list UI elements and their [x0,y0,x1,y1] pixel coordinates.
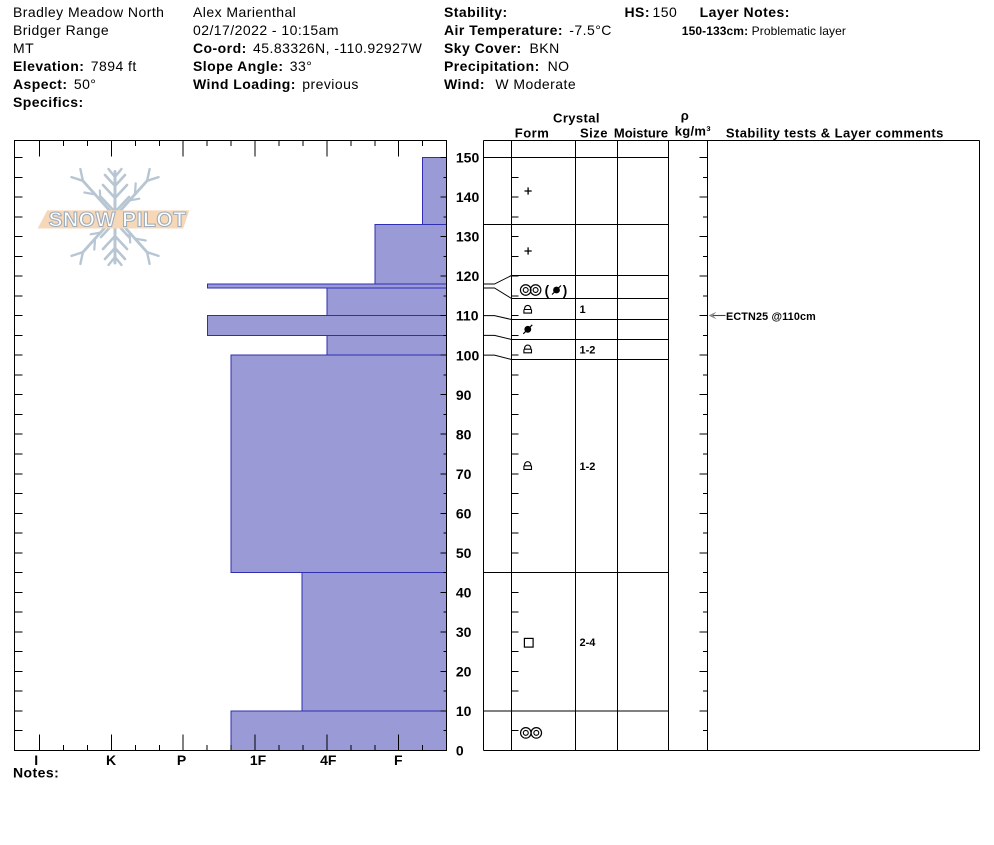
svg-text:120: 120 [456,268,480,284]
svg-text:Slope Angle: 33°: Slope Angle: 33° [193,58,312,74]
svg-text:F: F [394,752,403,768]
svg-text:Precipitation: NO: Precipitation: NO [444,58,570,74]
svg-text:MT: MT [13,40,34,56]
svg-text:40: 40 [456,584,472,600]
svg-text:Crystal: Crystal [553,110,600,125]
svg-text:Bridger Range: Bridger Range [13,22,109,38]
svg-text:0: 0 [456,743,464,759]
svg-text:Notes:: Notes: [13,765,59,781]
svg-text:1: 1 [580,304,586,316]
svg-text:Alex Marienthal: Alex Marienthal [193,4,296,20]
svg-text:HS: 150: HS: 150 [625,4,678,20]
svg-text:110: 110 [456,308,479,324]
svg-text:1F: 1F [250,752,267,768]
svg-text:4F: 4F [320,752,337,768]
svg-text:90: 90 [456,387,472,403]
svg-text:150-133cm: Problematic layer: 150-133cm: Problematic layer [682,24,846,38]
svg-text:kg/m³: kg/m³ [675,123,712,138]
svg-text:K: K [106,752,116,768]
svg-text:1-2: 1-2 [580,461,596,473]
svg-text:70: 70 [456,466,472,482]
svg-text:Co-ord: 45.83326N, -110.92927W: Co-ord: 45.83326N, -110.92927W [193,40,423,56]
svg-text:Moisture: Moisture [614,126,668,141]
svg-text:Size: Size [580,126,608,141]
svg-text:Stability tests & Layer commen: Stability tests & Layer comments [726,126,944,141]
svg-text:(: ( [545,283,550,298]
svg-text:1-2: 1-2 [580,345,596,357]
svg-text:Stability:: Stability: [444,4,508,20]
svg-text:100: 100 [456,347,480,363]
svg-text:02/17/2022 - 10:15am: 02/17/2022 - 10:15am [193,22,339,38]
svg-text:P: P [177,752,186,768]
svg-text:SNOW PILOT: SNOW PILOT [49,209,187,232]
svg-text:Air Temperature: -7.5°C: Air Temperature: -7.5°C [444,22,612,38]
svg-text:Wind: W Moderate: Wind: W Moderate [444,76,576,92]
svg-text:Specifics:: Specifics: [13,94,84,110]
svg-text:Layer Notes:: Layer Notes: [700,4,790,20]
svg-text:2-4: 2-4 [580,637,597,649]
svg-text:Form: Form [515,126,550,141]
svg-text:ECTN25 @110cm: ECTN25 @110cm [726,311,816,323]
svg-text:Bradley Meadow North: Bradley Meadow North [13,4,164,20]
svg-text:20: 20 [456,664,472,680]
svg-text:60: 60 [456,505,472,521]
svg-text:150: 150 [456,150,480,166]
svg-text:Elevation: 7894 ft: Elevation: 7894 ft [13,58,137,74]
svg-text:130: 130 [456,229,480,245]
svg-text:Aspect: 50°: Aspect: 50° [13,76,96,92]
svg-text:140: 140 [456,189,480,205]
svg-text:Sky Cover: BKN: Sky Cover: BKN [444,40,560,56]
svg-text:Wind Loading: previous: Wind Loading: previous [193,76,359,92]
svg-text:80: 80 [456,426,472,442]
svg-text:ρ: ρ [681,108,689,123]
svg-text:30: 30 [456,624,472,640]
svg-text:50: 50 [456,545,472,561]
svg-text:I: I [34,752,38,768]
svg-text:10: 10 [456,703,472,719]
svg-text:): ) [563,283,568,298]
